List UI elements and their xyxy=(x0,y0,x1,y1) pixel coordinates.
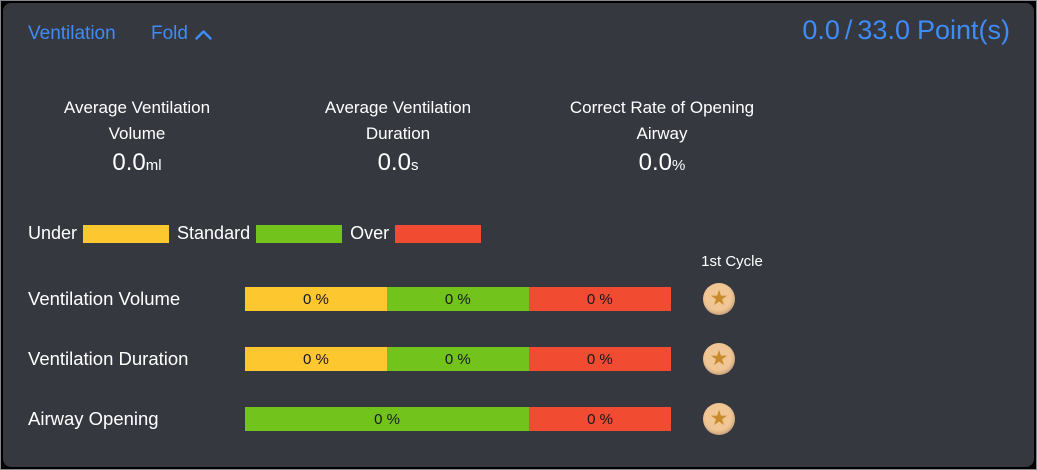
points-separator: / xyxy=(844,15,853,45)
stat-label: Duration xyxy=(365,124,431,143)
stacked-bar-ventilation-volume: 0 % 0 % 0 % xyxy=(245,287,671,311)
fold-label: Fold xyxy=(151,23,188,44)
cycle-column-header: 1st Cycle xyxy=(701,253,763,270)
legend-label: Standard xyxy=(177,223,251,243)
points-unit: Point(s) xyxy=(916,15,1010,45)
legend-item-under: Under xyxy=(28,223,170,244)
stat-label: Correct Rate of Opening xyxy=(569,98,755,117)
ventilation-panel: Ventilation Fold 0.0/33.0 Point(s) Averag… xyxy=(3,3,1034,467)
stat-value: 0.0% xyxy=(638,149,686,176)
stat-unit: ml xyxy=(145,157,162,174)
star-badge: ★ xyxy=(703,283,735,315)
stat-label: Airway xyxy=(636,124,688,143)
chevron-up-icon xyxy=(195,28,212,40)
stat-value: 0.0s xyxy=(377,149,419,176)
points-earned: 0.0 xyxy=(802,15,840,45)
legend-swatch-under xyxy=(83,224,170,243)
fold-toggle[interactable]: Fold xyxy=(151,23,212,45)
star-icon: ★ xyxy=(709,406,729,430)
star-icon: ★ xyxy=(709,346,729,370)
stacked-bar-ventilation-duration: 0 % 0 % 0 % xyxy=(245,347,671,371)
stat-unit: % xyxy=(672,157,686,174)
bar-segment-over: 0 % xyxy=(529,407,671,431)
star-badge: ★ xyxy=(703,343,735,375)
stat-label: Volume xyxy=(108,124,166,143)
bar-segment-over: 0 % xyxy=(528,347,671,371)
bar-segment-over: 0 % xyxy=(528,287,671,311)
stat-label: Average Ventilation xyxy=(324,98,472,117)
star-badge: ★ xyxy=(703,403,735,435)
bar-row-ventilation-volume: Ventilation Volume 0 % 0 % 0 % ★ xyxy=(3,283,1034,315)
legend-item-over: Over xyxy=(350,223,482,244)
bar-row-ventilation-duration: Ventilation Duration 0 % 0 % 0 % ★ xyxy=(3,343,1034,375)
star-icon: ★ xyxy=(709,286,729,310)
bar-segment-standard: 0 % xyxy=(386,287,529,311)
legend-label: Over xyxy=(350,223,390,243)
stat-label: Average Ventilation xyxy=(63,98,211,117)
legend-swatch-over xyxy=(395,224,482,243)
stat-correct-rate-opening-airway: Correct Rate of Opening Airway 0.0% xyxy=(541,95,783,180)
bar-segment-standard: 0 % xyxy=(386,347,529,371)
bar-segment-under: 0 % xyxy=(245,347,387,371)
stat-average-ventilation-duration: Average Ventilation Duration 0.0s xyxy=(281,95,515,180)
legend-item-standard: Standard xyxy=(177,223,343,244)
legend-label: Under xyxy=(28,223,78,243)
bar-row-airway-opening: Airway Opening 0 % 0 % ★ xyxy=(3,403,1034,435)
stacked-bar-airway-opening: 0 % 0 % xyxy=(245,407,671,431)
row-label: Ventilation Duration xyxy=(28,348,189,369)
legend: Under Standard Over xyxy=(28,223,489,244)
panel-title: Ventilation xyxy=(28,23,116,44)
points-total: 33.0 xyxy=(857,15,910,45)
row-label: Ventilation Volume xyxy=(28,288,181,309)
legend-swatch-standard xyxy=(256,224,343,243)
row-label: Airway Opening xyxy=(28,408,159,429)
bar-segment-standard: 0 % xyxy=(245,407,530,431)
points-score: 0.0/33.0 Point(s) xyxy=(802,15,1010,46)
bar-segment-under: 0 % xyxy=(245,287,387,311)
stat-average-ventilation-volume: Average Ventilation Volume 0.0ml xyxy=(21,95,253,180)
stat-unit: s xyxy=(410,157,419,174)
stat-value: 0.0ml xyxy=(112,149,162,176)
